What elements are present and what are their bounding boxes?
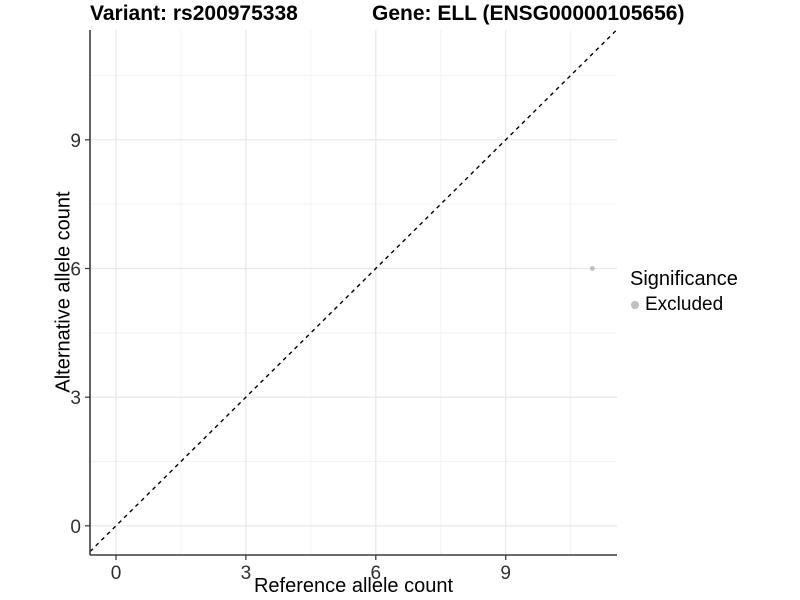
x-tick-label: 6 (371, 563, 382, 584)
x-tick-label: 3 (241, 563, 252, 584)
legend-entry-label: Excluded (645, 294, 724, 315)
legend-entry-excluded: Excluded (631, 294, 738, 316)
y-axis-title: Alternative allele count (52, 191, 75, 393)
y-tick-label: 9 (70, 131, 81, 152)
plot-title-variant: Variant: rs200975338 (90, 2, 298, 25)
identity-line (89, 29, 618, 553)
y-tick-label: 6 (70, 259, 81, 280)
plot-title-gene: Gene: ELL (ENSG00000105656) (372, 2, 685, 25)
y-tick-label: 3 (70, 388, 81, 409)
data-point (589, 266, 595, 271)
legend-key-dot-icon (631, 301, 639, 309)
legend-title: Significance (630, 268, 738, 290)
x-tick-label: 0 (111, 563, 122, 584)
legend: Significance Excluded (630, 268, 738, 316)
x-tick-label: 9 (500, 563, 511, 584)
y-tick-label: 0 (70, 517, 81, 538)
x-axis-title: Reference allele count (253, 575, 453, 597)
